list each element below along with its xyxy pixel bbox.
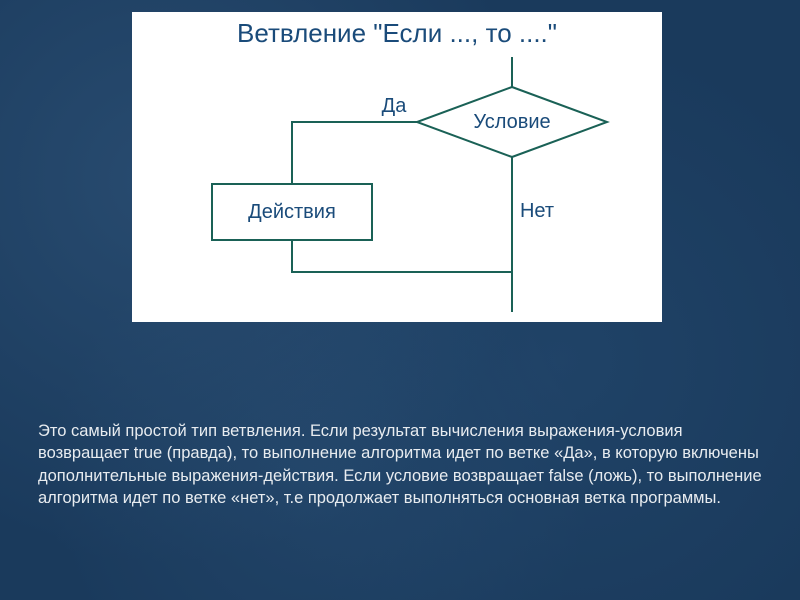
caption-text: Это самый простой тип ветвления. Если ре… [38,420,762,509]
svg-text:Действия: Действия [248,201,336,223]
flowchart-svg: Да Нет Условие Действия [132,12,662,322]
svg-text:Условие: Условие [473,111,550,133]
diagram-panel: Ветвление "Если ..., то ...." ДаНетУслов… [132,12,662,322]
svg-text:Нет: Нет [520,200,554,222]
svg-text:Да: Да [382,95,408,117]
